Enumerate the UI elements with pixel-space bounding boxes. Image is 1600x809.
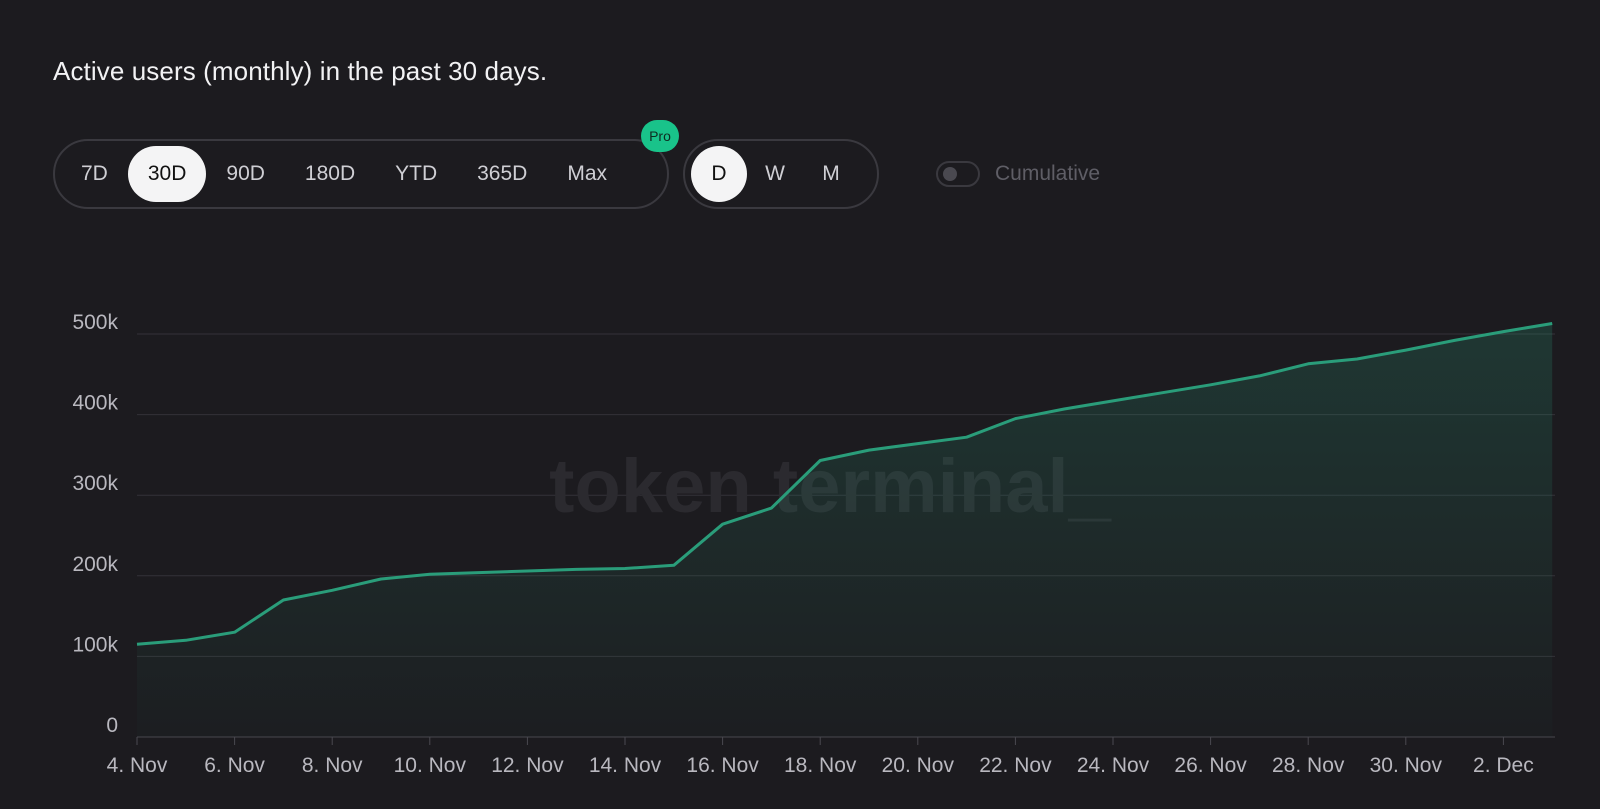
- x-tick-label: 22. Nov: [979, 754, 1052, 777]
- y-axis-ticks: 0 100k 200k 300k 400k 500k: [72, 311, 118, 737]
- y-tick-label: 100k: [72, 633, 118, 656]
- cumulative-label: Cumulative: [995, 162, 1101, 185]
- y-tick-label: 400k: [72, 392, 118, 415]
- x-tick-label: 12. Nov: [491, 754, 564, 777]
- series-line-path: [136, 322, 1553, 646]
- x-tick-label: 18. Nov: [784, 754, 857, 777]
- x-tick-label: 6. Nov: [204, 754, 265, 777]
- pro-badge: Pro: [641, 120, 679, 152]
- range-tab-ytd[interactable]: YTD: [395, 162, 438, 185]
- range-tab-365d[interactable]: 365D: [477, 162, 528, 185]
- page-title: Active users (monthly) in the past 30 da…: [53, 56, 548, 86]
- series-line: [136, 322, 1553, 646]
- interval-selector: D W M: [683, 139, 879, 209]
- area-fill-path: [137, 323, 1553, 737]
- range-tab-90d[interactable]: 90D: [226, 162, 265, 185]
- range-tab-30d[interactable]: 30D: [127, 146, 207, 202]
- x-tick-label: 14. Nov: [589, 754, 662, 777]
- x-tick-label: 2. Dec: [1473, 754, 1534, 777]
- interval-tab-month[interactable]: M: [822, 162, 840, 185]
- x-tick-label: 30. Nov: [1370, 754, 1443, 777]
- x-tick-label: 24. Nov: [1077, 754, 1150, 777]
- range-tab-max[interactable]: Max: [567, 162, 608, 185]
- area-fill: [137, 323, 1553, 737]
- x-axis-ticks: 4. Nov 6. Nov 8. Nov 10. Nov 12. Nov 14. Nov 1…: [107, 737, 1534, 777]
- x-tick-label: 8. Nov: [302, 754, 363, 777]
- range-selector: 7D 30D 90D 180D YTD 365D Max: [53, 139, 669, 209]
- x-tick-label: 10. Nov: [394, 754, 467, 777]
- x-tick-label: 26. Nov: [1174, 754, 1247, 777]
- x-tick-label: 4. Nov: [107, 754, 168, 777]
- x-tick-label: 20. Nov: [882, 754, 955, 777]
- interval-tab-day[interactable]: D: [691, 146, 747, 202]
- y-tick-label: 500k: [72, 311, 118, 334]
- toggle-knob: [943, 167, 957, 181]
- y-tick-label: 200k: [72, 553, 118, 576]
- y-tick-label: 0: [106, 714, 118, 737]
- interval-tab-week[interactable]: W: [765, 162, 785, 185]
- range-tab-7d[interactable]: 7D: [81, 162, 108, 185]
- y-tick-label: 300k: [72, 472, 118, 495]
- x-tick-label: 16. Nov: [686, 754, 759, 777]
- range-tab-180d[interactable]: 180D: [304, 162, 356, 185]
- cumulative-toggle[interactable]: [936, 161, 980, 187]
- x-tick-label: 28. Nov: [1272, 754, 1345, 777]
